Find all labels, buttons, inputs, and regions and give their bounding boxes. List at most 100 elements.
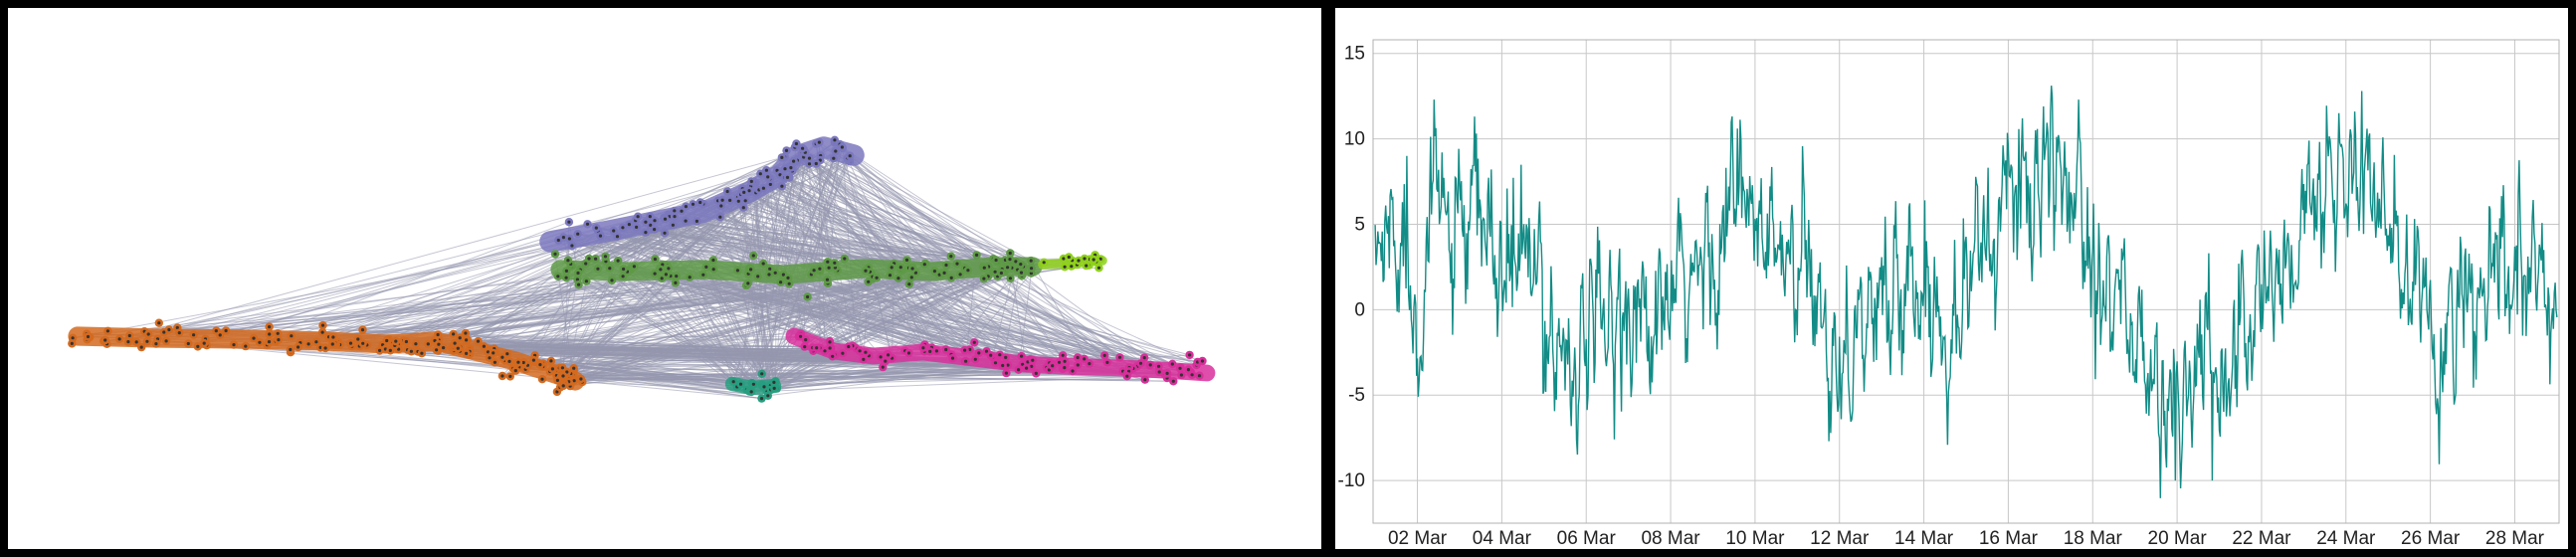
network-node-center	[1096, 266, 1101, 270]
network-node-center	[409, 349, 413, 353]
network-node-center	[493, 360, 496, 364]
network-node-center	[848, 154, 852, 158]
y-tick-label: 5	[1354, 214, 1365, 235]
network-edge	[742, 207, 775, 383]
network-edge	[465, 332, 750, 392]
network-node-center	[1117, 355, 1122, 359]
network-edge	[832, 266, 966, 362]
network-node-center	[671, 223, 676, 227]
network-node-center	[909, 276, 913, 279]
network-node-center	[196, 344, 200, 348]
network-node-center	[787, 281, 791, 285]
network-node-center	[521, 360, 525, 365]
network-node-center	[907, 282, 911, 286]
network-node-center	[378, 348, 382, 352]
network-node-center	[577, 282, 581, 286]
network-node-center	[864, 269, 868, 273]
network-node-center	[244, 344, 248, 348]
network-node-center	[653, 257, 658, 262]
network-node-center	[1004, 355, 1008, 359]
network-node-center	[922, 263, 926, 267]
network-node-center	[680, 209, 684, 213]
network-node-center	[736, 199, 740, 203]
network-node-center	[862, 357, 866, 361]
network-edge	[128, 240, 559, 340]
network-node-center	[456, 346, 460, 350]
network-node-center	[694, 219, 699, 223]
network-node-center	[1188, 353, 1192, 357]
network-node-center	[807, 156, 812, 160]
network-node-center	[555, 378, 560, 382]
network-node-center	[906, 351, 911, 355]
network-node-center	[1058, 360, 1062, 364]
network-node-center	[103, 338, 107, 342]
network-node-center	[290, 334, 294, 338]
network-node-center	[145, 339, 149, 343]
network-edge	[649, 216, 763, 386]
network-node-center	[826, 260, 830, 264]
network-node-center	[1063, 366, 1067, 370]
network-node-center	[720, 198, 724, 202]
network-edge	[737, 201, 771, 386]
network-node-center	[567, 220, 571, 224]
network-node-center	[594, 257, 598, 261]
plot-frame	[1372, 39, 2560, 524]
y-tick-label: 15	[1344, 44, 1365, 65]
network-node-center	[904, 258, 909, 262]
network-node-center	[1138, 361, 1143, 365]
network-node-center	[840, 145, 845, 149]
network-node-center	[177, 331, 181, 335]
x-tick-label: 22 Mar	[2232, 528, 2291, 549]
network-node-center	[833, 261, 837, 265]
network-edge	[736, 142, 836, 388]
network-node-center	[566, 259, 570, 263]
network-node-center	[488, 356, 492, 360]
network-edge	[206, 344, 754, 385]
network-edge	[622, 276, 734, 383]
network-node-center	[604, 260, 608, 264]
network-node-center	[691, 202, 695, 206]
network-node-center	[921, 346, 925, 350]
network-node-center	[949, 255, 953, 259]
network-node-center	[576, 271, 580, 276]
network-edge	[908, 283, 1060, 363]
network-node-center	[576, 232, 580, 236]
network-node-center	[154, 342, 158, 346]
network-node-center	[598, 234, 603, 238]
network-node-center	[1070, 265, 1074, 269]
network-node-center	[549, 359, 553, 363]
network-edge	[168, 273, 579, 330]
network-node-center	[1006, 363, 1010, 367]
x-tick-label: 20 Mar	[2148, 528, 2208, 549]
network-node-center	[673, 215, 677, 219]
network-node-center	[784, 148, 789, 152]
network-edge	[660, 269, 747, 391]
network-node-center	[1021, 362, 1025, 366]
network-node-center	[711, 258, 715, 263]
network-graph	[68, 135, 1216, 403]
network-node-center	[482, 344, 486, 348]
network-node-center	[232, 343, 236, 347]
series-line	[1374, 86, 2558, 498]
network-node-center	[688, 276, 692, 279]
network-node-center	[766, 175, 770, 179]
network-edge	[761, 373, 1127, 377]
network-node-center	[888, 274, 892, 278]
network-node-center	[615, 235, 620, 239]
network-node-center	[762, 385, 766, 389]
network-node-center	[768, 182, 772, 186]
network-edge	[637, 216, 775, 383]
network-node-center	[847, 344, 851, 349]
network-edge	[719, 217, 772, 390]
network-node-center	[785, 175, 790, 179]
network-node-center	[667, 267, 671, 271]
network-node-center	[157, 321, 161, 325]
network-node-center	[127, 333, 131, 338]
network-edge	[362, 263, 586, 331]
network-node-center	[761, 186, 766, 190]
network-node-center	[858, 349, 862, 353]
network-node-center	[1088, 362, 1091, 366]
network-node-center	[896, 277, 900, 280]
x-tick-labels: 02 Mar 04 Mar 06 Mar 08 Mar 10 Mar 12 Mar 14 M…	[1388, 528, 2545, 549]
network-node-center	[761, 262, 765, 266]
